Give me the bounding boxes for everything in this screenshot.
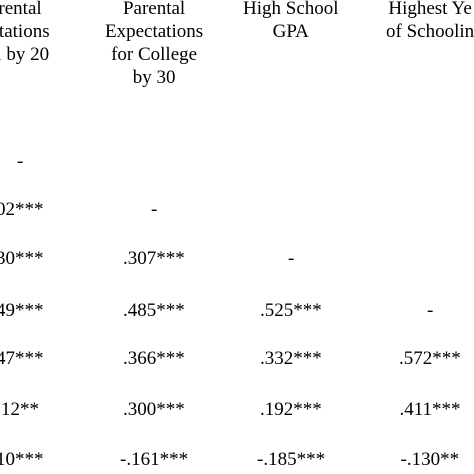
- cell-r4-c3: .525***: [260, 300, 322, 321]
- cell-r6-c3: .192***: [260, 399, 322, 420]
- cell-r5-c2: .366***: [123, 348, 185, 369]
- column-header-4-line-1: Highest Ye: [388, 0, 472, 19]
- column-header-2-line-3: for College: [111, 44, 198, 65]
- cell-r7-c4: -.130**: [400, 449, 460, 470]
- column-header-3-line-2: GPA: [272, 21, 309, 42]
- cell-r3-c1: 30***: [0, 248, 44, 269]
- column-header-1-line-2: ctations: [0, 21, 50, 42]
- cell-r6-c1: 12**: [1, 399, 39, 420]
- cell-r6-c4: .411***: [399, 399, 461, 420]
- column-header-4: Highest Ye of Schoolin: [386, 0, 474, 43]
- column-header-1: rental ctationsil by 20: [0, 0, 50, 66]
- cell-r4-c2: .485***: [123, 300, 185, 321]
- cell-r7-c1: 10***: [0, 449, 44, 470]
- cell-r3-c3: -: [288, 248, 295, 269]
- column-header-3-line-1: High School: [243, 0, 339, 19]
- cell-r7-c3: -.185***: [257, 449, 326, 470]
- cell-r2-c1: 02***: [0, 199, 44, 220]
- column-header-2-line-1: Parental: [122, 0, 186, 19]
- cell-r4-c4: -: [427, 300, 434, 321]
- cell-r3-c2: .307***: [123, 248, 185, 269]
- column-header-2: Parental Expectations for College by 30: [105, 0, 203, 89]
- cell-r5-c4: .572***: [399, 348, 461, 369]
- cell-r5-c1: 47***: [0, 348, 44, 369]
- column-header-2-line-4: by 30: [132, 67, 176, 88]
- column-header-1-line-1: rental: [0, 0, 42, 19]
- cell-r1-c1: -: [17, 151, 24, 172]
- cell-r2-c2: -: [151, 199, 158, 220]
- cell-r7-c2: -.161***: [120, 449, 189, 470]
- column-header-4-line-2: of Schoolin: [386, 21, 474, 42]
- column-header-3: High School GPA: [243, 0, 339, 43]
- cell-r5-c3: .332***: [260, 348, 322, 369]
- cell-r4-c1: 49***: [0, 300, 44, 321]
- column-header-1-line-3: il by 20: [0, 44, 50, 65]
- cell-r6-c2: .300***: [123, 399, 185, 420]
- column-header-2-line-2: Expectations: [105, 21, 204, 42]
